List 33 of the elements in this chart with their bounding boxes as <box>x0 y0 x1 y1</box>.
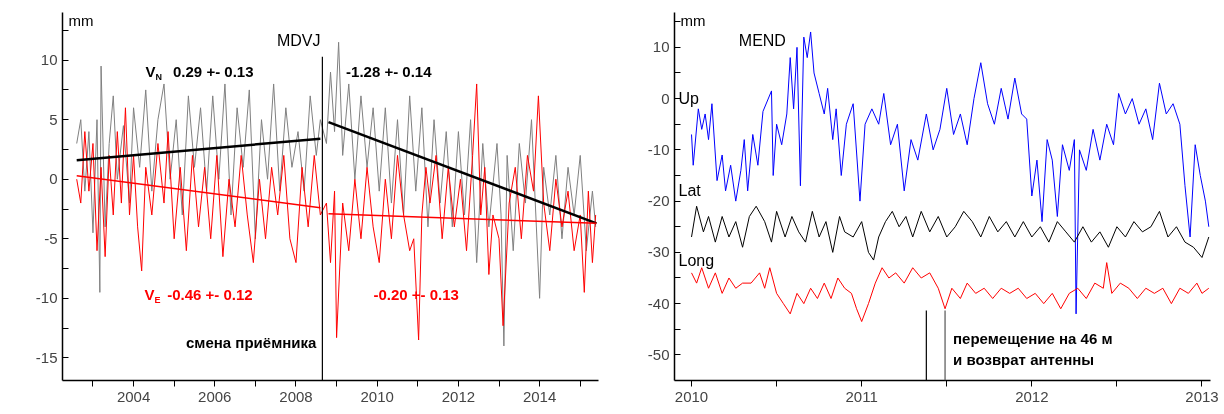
y-tick-label: 5 <box>49 110 58 128</box>
y-tick-label: -40 <box>647 294 670 312</box>
y-tick-label: -10 <box>647 140 670 158</box>
y-tick-label: -10 <box>35 289 58 307</box>
ref-line-label: перемещение на 46 м и возврат антенны <box>953 330 1113 368</box>
text: MDVJ <box>276 32 321 50</box>
y-tick-label: -50 <box>647 345 670 363</box>
annotation: -1.28 +- 0.14 <box>346 62 433 80</box>
y-tick-label: -30 <box>647 243 670 261</box>
series-label: Long <box>678 251 715 269</box>
y-tick-label: -15 <box>35 348 58 366</box>
series-label: Up <box>678 90 700 108</box>
y-tick-label: 0 <box>661 89 670 107</box>
x-tick-label: 2013 <box>1185 387 1219 405</box>
x-tick-label: 2008 <box>279 387 313 405</box>
y-tick-label: 10 <box>40 51 58 69</box>
text: MEND <box>738 32 786 50</box>
x-tick-label: 2012 <box>1015 387 1049 405</box>
y-tick-label: -5 <box>44 229 58 247</box>
y-axis-title: mm <box>680 11 706 29</box>
y-tick-label: -20 <box>647 192 670 210</box>
y-tick-label: 10 <box>652 38 670 56</box>
x-tick-label: 2010 <box>674 387 709 405</box>
x-tick-label: 2014 <box>522 387 557 405</box>
x-tick-label: 2011 <box>845 387 878 405</box>
x-tick-label: 2004 <box>116 387 151 405</box>
ref-line-label: смена приёмника <box>186 334 318 352</box>
x-tick-label: 2010 <box>360 387 394 405</box>
y-tick-label: 0 <box>49 170 58 188</box>
series-label: Lat <box>678 182 702 200</box>
y-axis-title: mm <box>68 11 94 29</box>
x-tick-label: 2006 <box>198 387 232 405</box>
x-tick-label: 2012 <box>441 387 476 405</box>
